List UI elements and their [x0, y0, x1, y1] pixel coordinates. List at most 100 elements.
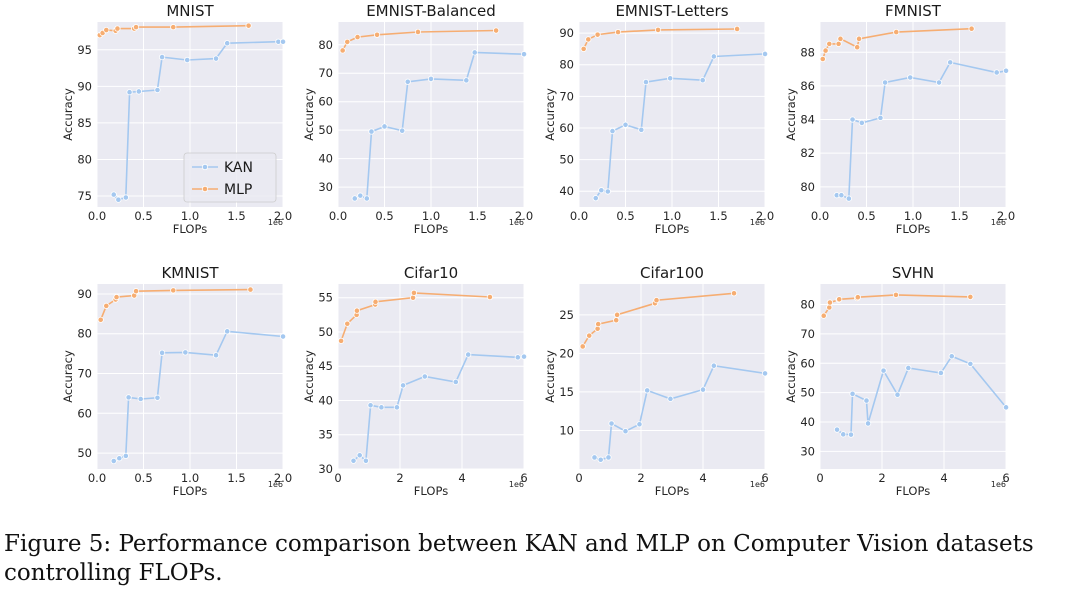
data-point-kan	[710, 53, 717, 60]
plot-area	[338, 284, 524, 469]
y-tick-label: 25	[559, 308, 574, 322]
data-point-mlp	[594, 31, 601, 38]
data-point-kan	[362, 457, 369, 464]
y-tick-label: 60	[318, 95, 333, 109]
data-point-kan	[357, 192, 364, 199]
y-tick-label: 95	[77, 43, 92, 57]
data-point-kan	[1002, 404, 1010, 411]
x-scale-label: 1e6	[750, 480, 765, 489]
x-tick-label: 0.0	[88, 471, 106, 485]
y-tick-label: 86	[800, 79, 815, 93]
y-tick-label: 40	[318, 152, 333, 166]
data-point-kan	[638, 126, 645, 133]
x-tick-label: 1.5	[227, 209, 245, 223]
legend-label-mlp: MLP	[224, 182, 252, 198]
data-point-kan	[1002, 67, 1010, 74]
legend-marker-kan	[201, 163, 209, 171]
data-point-mlp	[733, 25, 741, 33]
y-tick-label: 40	[318, 393, 333, 407]
x-axis-label: FLOPs	[896, 484, 930, 498]
data-point-kan	[761, 50, 769, 58]
data-point-kan	[116, 455, 123, 462]
data-point-mlp	[653, 297, 660, 304]
data-point-kan	[699, 77, 706, 84]
x-tick-label: 1.5	[950, 209, 968, 223]
data-point-mlp	[854, 294, 861, 301]
series-mlp	[580, 25, 741, 52]
x-tick-label: 6	[520, 471, 527, 485]
data-point-mlp	[103, 26, 110, 34]
series-mlp	[579, 290, 738, 350]
series-mlp	[819, 25, 975, 63]
data-point-kan	[761, 370, 769, 377]
data-point-kan	[863, 397, 870, 404]
data-point-kan	[381, 123, 388, 130]
series-mlp	[337, 289, 493, 344]
y-tick-label: 80	[800, 298, 815, 312]
data-point-kan	[667, 75, 674, 82]
x-tick-label: 4	[458, 471, 465, 485]
data-point-mlp	[595, 320, 602, 328]
data-point-mlp	[854, 44, 861, 51]
data-point-kan	[427, 75, 435, 83]
data-point-mlp	[835, 40, 842, 47]
data-point-kan	[935, 79, 943, 86]
data-point-kan	[948, 353, 955, 360]
series-kan	[833, 353, 1010, 438]
data-point-kan	[471, 49, 478, 56]
y-tick-label: 50	[800, 386, 815, 400]
chart-title: SVHN	[892, 264, 934, 282]
data-point-kan	[993, 69, 1000, 76]
y-axis-label: Accuracy	[302, 88, 316, 141]
data-point-mlp	[97, 316, 104, 323]
data-point-kan	[894, 391, 901, 398]
figure: 0.0 0.5 1.0 1.5 2.0 75 80 85 90 95 MNIST FLOPs 1e6 Ac…	[61, 2, 1015, 498]
data-point-kan	[877, 114, 884, 121]
subplot-emnist-balanced: 0.0 0.5 1.0 1.5 2.0 30 40 50 60 70 80 EMNIST-Balanc…	[302, 2, 533, 236]
x-tick-label: 2	[878, 471, 885, 485]
x-tick-label: 0	[575, 471, 582, 485]
plot-area	[579, 284, 765, 469]
data-point-kan	[367, 402, 374, 409]
data-point-kan	[592, 195, 599, 202]
y-axis-label: Accuracy	[61, 88, 75, 141]
data-point-kan	[135, 88, 142, 95]
data-point-kan	[622, 121, 629, 128]
data-point-kan	[154, 394, 161, 401]
y-tick-label: 35	[318, 428, 333, 442]
x-tick-label: 0.5	[134, 209, 152, 223]
data-point-kan	[847, 431, 855, 438]
data-point-kan	[279, 38, 287, 45]
plot-area	[820, 284, 1006, 469]
x-scale-label: 1e6	[509, 480, 524, 489]
x-tick-label: 0.0	[329, 209, 347, 223]
data-point-kan	[159, 53, 166, 61]
chart-title: KMNIST	[161, 264, 219, 282]
data-point-mlp	[654, 26, 662, 34]
y-tick-label: 90	[77, 79, 92, 93]
y-tick-label: 30	[800, 444, 815, 458]
data-point-mlp	[586, 332, 593, 339]
x-tick-label: 4	[699, 471, 706, 485]
data-point-kan	[378, 404, 385, 411]
x-tick-label: 0.5	[375, 209, 393, 223]
y-tick-label: 80	[800, 180, 815, 194]
data-point-kan	[937, 369, 945, 377]
x-axis-label: FLOPs	[655, 484, 689, 498]
y-axis-label: Accuracy	[302, 350, 316, 403]
data-point-kan	[967, 360, 974, 367]
chart-title: Cifar10	[404, 264, 458, 282]
subplot-cifar10: 0 2 4 6 30 35 40 45 50 55 Cifar10 FLOPs 1e6 Accuracy	[302, 264, 528, 498]
data-point-mlp	[414, 28, 422, 36]
series-mlp	[96, 22, 252, 39]
data-point-kan	[667, 395, 674, 402]
data-point-kan	[845, 195, 852, 202]
data-point-kan	[356, 452, 363, 459]
y-tick-label: 50	[559, 153, 574, 167]
series-kan	[110, 328, 287, 465]
series-mlp	[820, 291, 974, 319]
data-point-kan	[881, 79, 889, 86]
data-point-mlp	[730, 290, 738, 297]
x-axis-label: FLOPs	[173, 484, 207, 498]
x-tick-label: 0.5	[616, 209, 634, 223]
